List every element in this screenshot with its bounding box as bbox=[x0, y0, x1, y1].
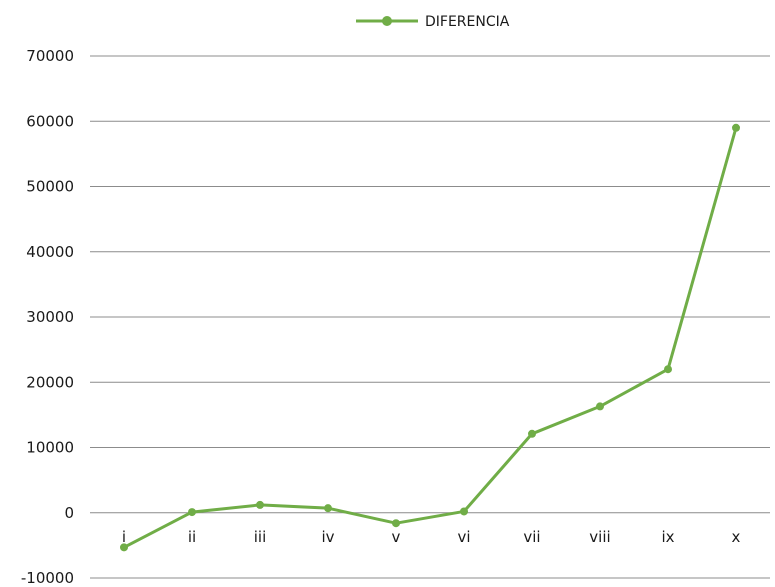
legend: DIFERENCIA bbox=[356, 14, 510, 30]
y-axis-tick-labels: 70000 60000 50000 40000 30000 20000 10000 0 -100… bbox=[21, 47, 74, 587]
data-point bbox=[392, 519, 400, 528]
x-tick-label: x bbox=[732, 528, 741, 546]
y-tick-label: 50000 bbox=[26, 178, 74, 196]
series-diferencia bbox=[120, 123, 740, 552]
x-tick-label: iv bbox=[321, 528, 334, 546]
x-axis-tick-labels: i ii iii iv v vi vii viii ix x bbox=[122, 528, 741, 546]
data-point bbox=[120, 543, 128, 552]
x-tick-label: vi bbox=[457, 528, 470, 546]
x-tick-label: ix bbox=[661, 528, 674, 546]
y-tick-label: 30000 bbox=[26, 308, 74, 326]
data-point bbox=[664, 365, 672, 374]
data-point bbox=[324, 504, 332, 513]
x-tick-label: vii bbox=[523, 528, 540, 546]
data-point bbox=[460, 507, 468, 516]
gridlines bbox=[90, 55, 770, 579]
legend-marker-swatch bbox=[382, 16, 392, 26]
x-tick-label: v bbox=[392, 528, 401, 546]
legend-label: DIFERENCIA bbox=[425, 14, 510, 30]
x-tick-label: i bbox=[122, 528, 126, 546]
data-point bbox=[256, 500, 264, 509]
y-tick-label: 70000 bbox=[26, 47, 74, 65]
x-tick-label: viii bbox=[589, 528, 610, 546]
y-tick-label: -10000 bbox=[21, 569, 74, 587]
series-line bbox=[123, 127, 738, 549]
y-tick-label: 40000 bbox=[26, 243, 74, 261]
data-point bbox=[528, 429, 536, 438]
data-point bbox=[732, 123, 740, 132]
x-tick-label: iii bbox=[254, 528, 267, 546]
y-tick-label: 0 bbox=[64, 504, 74, 522]
y-tick-label: 20000 bbox=[26, 373, 74, 391]
y-tick-label: 60000 bbox=[26, 112, 74, 130]
y-tick-label: 10000 bbox=[26, 439, 74, 457]
data-point bbox=[596, 402, 604, 411]
x-tick-label: ii bbox=[188, 528, 196, 546]
data-point bbox=[188, 508, 196, 517]
